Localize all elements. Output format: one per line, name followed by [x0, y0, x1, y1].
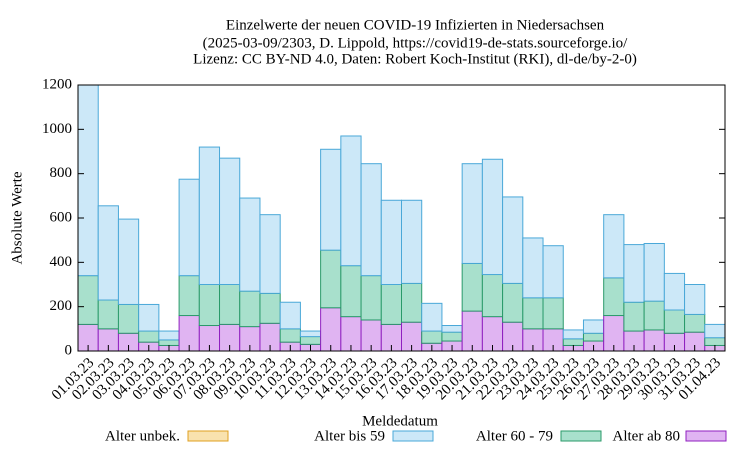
- bar-segment: [239, 290, 261, 328]
- legend-swatch: [392, 430, 434, 442]
- y-tick-label: 0: [65, 342, 73, 358]
- bar-segment: [603, 277, 625, 317]
- legend-swatch: [187, 430, 229, 442]
- chart-title: Lizenz: CC BY-ND 4.0, Daten: Robert Koch…: [193, 51, 637, 67]
- bar-segment: [380, 199, 402, 285]
- bar-segment: [279, 328, 301, 343]
- legend-label: Alter 60 - 79: [476, 428, 553, 444]
- bar-segment: [562, 329, 584, 340]
- bar-segment: [117, 218, 140, 305]
- bar-segment: [360, 275, 382, 321]
- bar-segment: [603, 214, 625, 279]
- bar-segment: [401, 199, 423, 284]
- legend-swatch: [685, 430, 727, 442]
- bar-segment: [78, 275, 99, 325]
- bar-segment: [461, 262, 483, 312]
- y-axis-label: Absolute Werte: [9, 171, 25, 264]
- y-tick-label: 200: [50, 298, 73, 314]
- bar-segment: [643, 300, 665, 331]
- bar-segment: [684, 284, 706, 315]
- y-tick-label: 1000: [42, 121, 72, 137]
- bar-segment: [219, 157, 241, 285]
- bar-segment: [340, 265, 362, 318]
- bar-segment: [158, 339, 180, 346]
- legend-label: Alter bis 59: [314, 428, 385, 444]
- bar-segment: [582, 319, 605, 334]
- bar-segment: [623, 301, 645, 332]
- bar-segment: [461, 163, 483, 264]
- bar-segment: [502, 282, 524, 323]
- bar-segment: [704, 323, 725, 339]
- bar-segment: [663, 272, 686, 311]
- y-tick-label: 1200: [42, 76, 72, 92]
- bar-segment: [481, 158, 504, 276]
- bar-segment: [299, 336, 322, 345]
- bar-segment: [421, 302, 443, 332]
- bar-segment: [299, 330, 322, 338]
- bar-segment: [380, 284, 402, 325]
- bar-segment: [138, 330, 160, 343]
- bar-segment: [78, 85, 99, 277]
- bar-segment: [360, 163, 382, 277]
- bar-segment: [542, 245, 564, 299]
- bar-segment: [320, 148, 342, 251]
- y-tick-label: 600: [50, 209, 73, 225]
- bar-segment: [178, 275, 200, 317]
- bar-segment: [522, 237, 544, 299]
- bar-segment: [117, 303, 140, 334]
- bar-segment: [502, 196, 524, 284]
- bar-segment: [421, 330, 443, 344]
- bar-segment: [178, 178, 200, 277]
- y-tick-label: 800: [50, 165, 73, 181]
- bar-segment: [340, 135, 362, 267]
- bar-segment: [320, 249, 342, 309]
- plot-area: [78, 85, 725, 351]
- bar-segment: [481, 274, 504, 318]
- bar-segment: [219, 284, 241, 325]
- chart-title: (2025-03-09/2303, D. Lippold, https://co…: [203, 35, 628, 51]
- bar-segment: [259, 214, 281, 294]
- x-axis-label: Meldedatum: [362, 413, 438, 429]
- bar-segment: [279, 301, 301, 330]
- bar-segment: [643, 242, 665, 302]
- bar-segment: [198, 146, 221, 285]
- bar-segment: [582, 332, 605, 342]
- bar-segment: [259, 292, 281, 324]
- bar-segment: [684, 313, 706, 333]
- bar-segment: [401, 282, 423, 323]
- legend-label: Alter ab 80: [613, 428, 680, 444]
- bar-segment: [97, 205, 119, 301]
- bar-segment: [623, 244, 645, 303]
- bar-segment: [663, 309, 686, 334]
- bar-segment: [158, 330, 180, 341]
- legend-swatch: [560, 430, 602, 442]
- legend-label: Alter unbek.: [105, 428, 180, 444]
- y-tick-label: 400: [50, 254, 73, 270]
- bar-segment: [320, 307, 342, 351]
- bar-segment: [542, 297, 564, 330]
- bar-segment: [138, 303, 160, 332]
- bar-segment: [704, 337, 725, 346]
- bar-segment: [441, 331, 463, 342]
- bar-segment: [97, 299, 119, 330]
- bar-segment: [441, 325, 463, 333]
- bar-segment: [562, 338, 584, 346]
- bar-segment: [198, 284, 221, 327]
- bar-segment: [522, 297, 544, 330]
- bar-segment: [239, 197, 261, 292]
- chart-title: Einzelwerte der neuen COVID-19 Infiziert…: [226, 17, 605, 33]
